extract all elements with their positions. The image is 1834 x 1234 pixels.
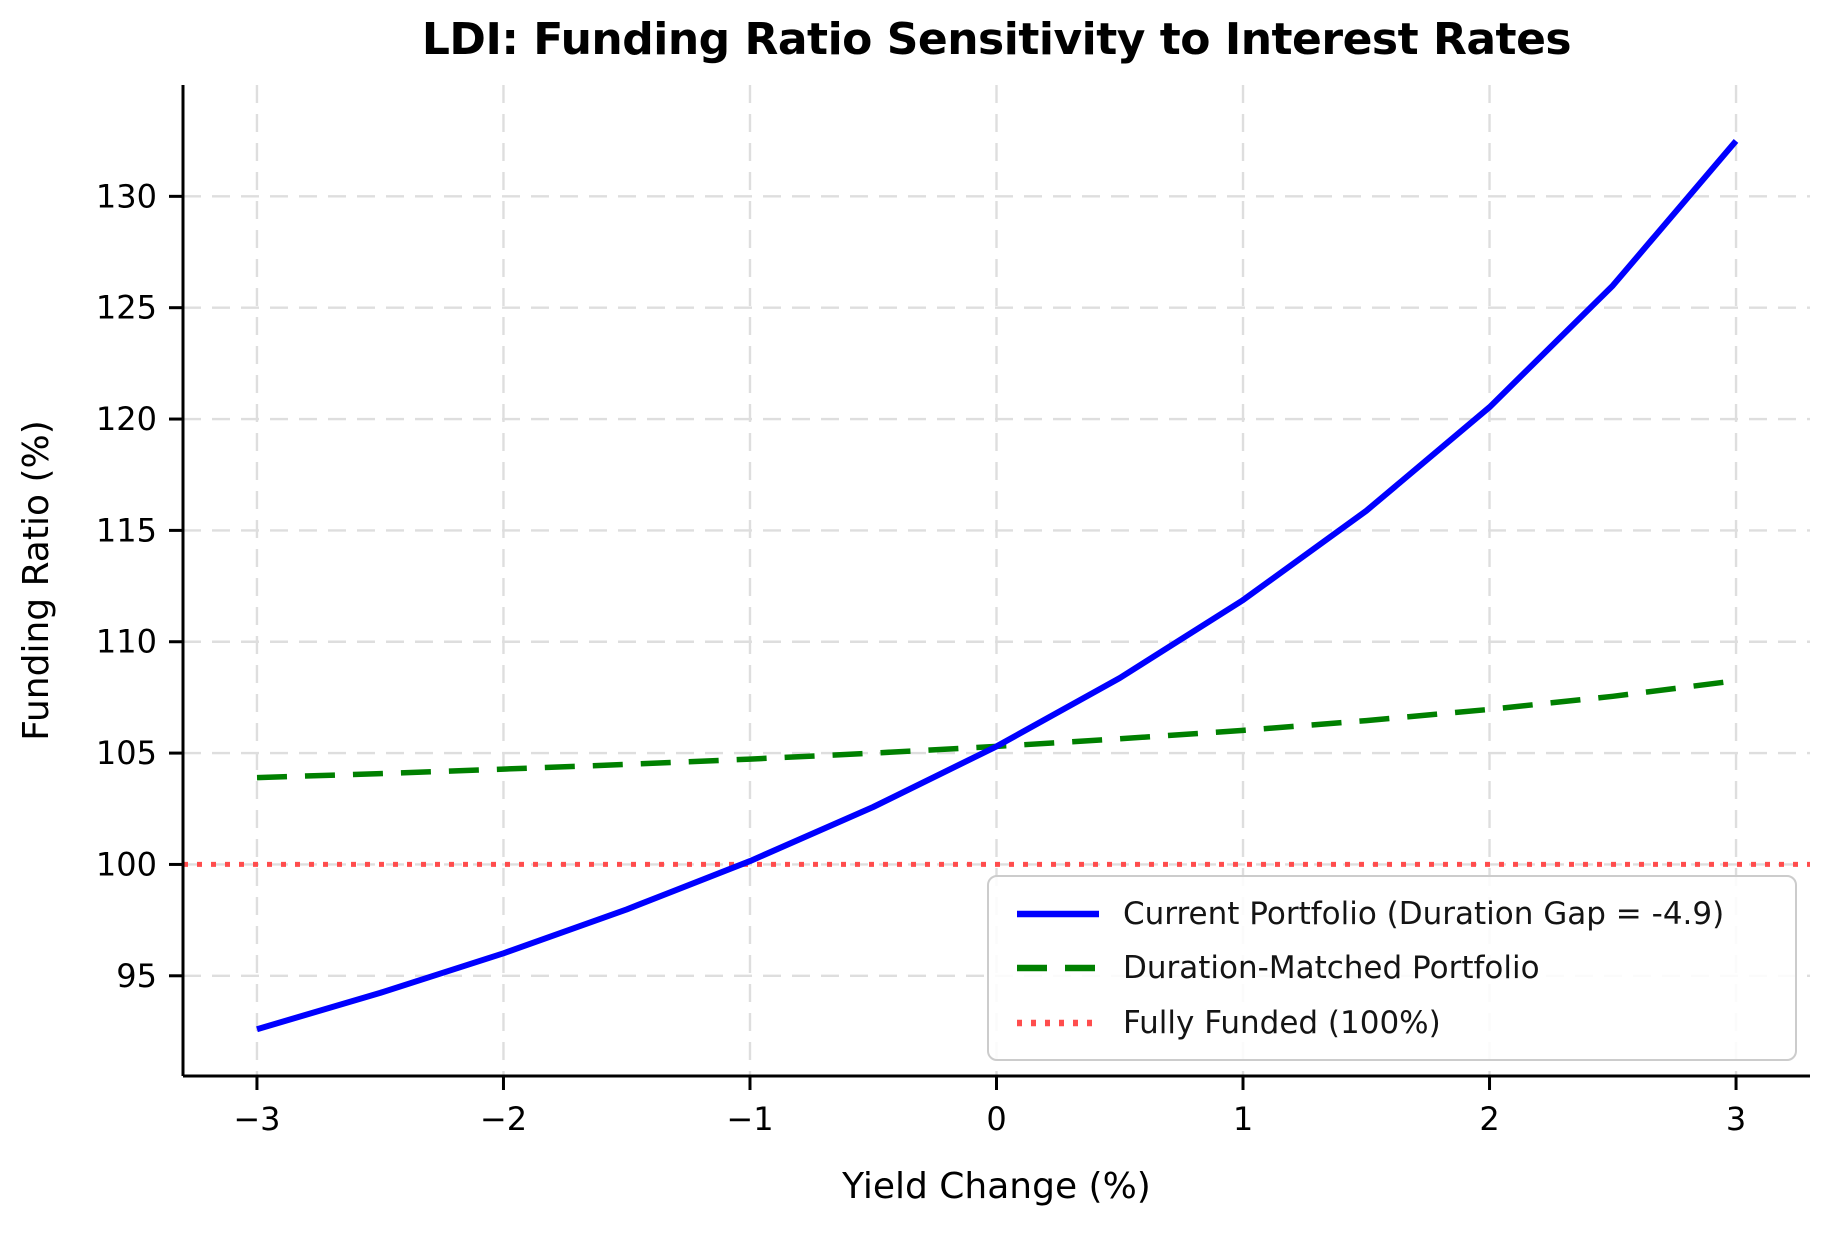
legend-item-duration-matched: Duration-Matched Portfolio — [989, 950, 1795, 986]
legend-item-current-portfolio: Current Portfolio (Duration Gap = -4.9) — [989, 896, 1795, 932]
x-tick-label: −3 — [233, 1100, 280, 1138]
legend-sample-svg — [1017, 964, 1099, 972]
x-tick-label: −2 — [480, 1100, 527, 1138]
y-tick-label: 95 — [116, 957, 157, 995]
x-tick-label: 0 — [986, 1100, 1006, 1138]
legend-label: Duration-Matched Portfolio — [1123, 950, 1540, 986]
legend-sample-solid-line — [1015, 907, 1101, 921]
y-tick-label: 125 — [96, 289, 157, 327]
y-tick-label: 105 — [96, 734, 157, 772]
x-tick-label: 1 — [1233, 1100, 1253, 1138]
x-tick-label: 3 — [1726, 1100, 1746, 1138]
x-axis-label: Yield Change (%) — [841, 1166, 1151, 1207]
y-tick-label: 120 — [96, 400, 157, 438]
legend-item-fully-funded: Fully Funded (100%) — [989, 1005, 1795, 1041]
legend-label: Current Portfolio (Duration Gap = -4.9) — [1123, 895, 1725, 932]
x-tick-label: −1 — [726, 1100, 773, 1138]
y-tick-label: 130 — [96, 177, 157, 215]
legend-sample-svg — [1017, 910, 1099, 917]
legend: Current Portfolio (Duration Gap = -4.9) … — [987, 875, 1797, 1061]
y-axis-label: Funding Ratio (%) — [16, 420, 57, 741]
y-tick-label: 100 — [96, 845, 157, 883]
legend-sample-svg — [1017, 1019, 1099, 1026]
series-line-0 — [256, 138, 1739, 1033]
legend-label: Fully Funded (100%) — [1123, 1004, 1441, 1041]
legend-sample-dotted-line — [1015, 1016, 1101, 1030]
y-tick-label: 110 — [96, 623, 157, 661]
x-tick-label: 2 — [1479, 1100, 1499, 1138]
legend-sample-dashed-line — [1015, 961, 1101, 975]
chart-title: LDI: Funding Ratio Sensitivity to Intere… — [421, 14, 1572, 65]
y-tick-label: 115 — [96, 511, 157, 549]
